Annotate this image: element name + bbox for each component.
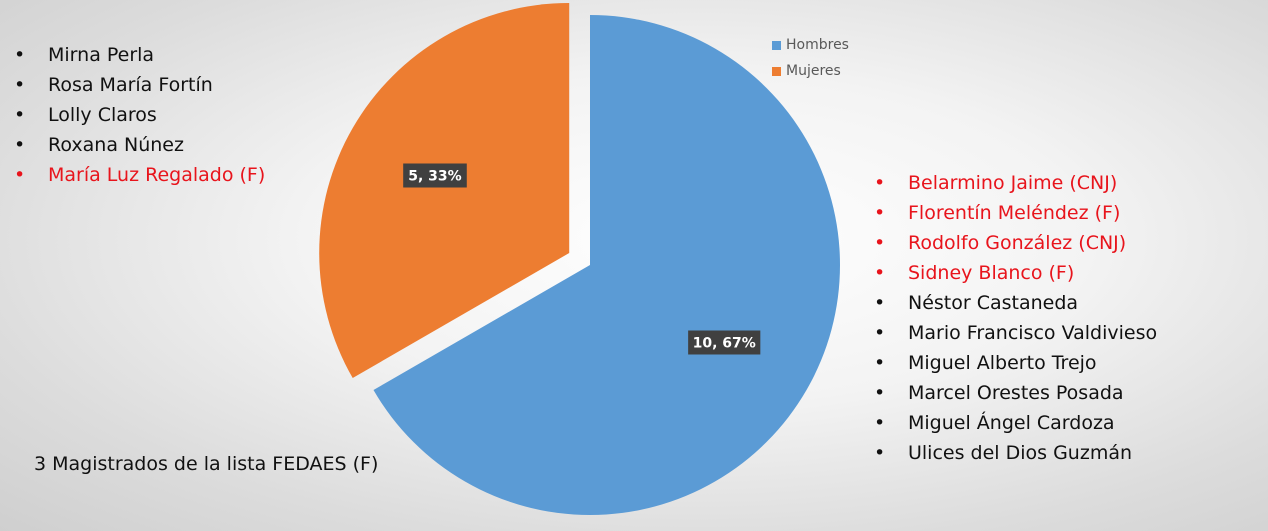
data-label-text-hombres: 10, 67%	[693, 336, 756, 352]
woman-name-2: Lolly Claros	[10, 100, 265, 130]
man-name-1: Florentín Meléndez (F)	[870, 198, 1157, 228]
woman-name-3: Roxana Núnez	[10, 130, 265, 160]
data-label-text-mujeres: 5, 33%	[408, 169, 461, 185]
man-name-9: Ulices del Dios Guzmán	[870, 438, 1157, 468]
data-label-box-hombres	[688, 330, 761, 355]
data-label-box-mujeres	[403, 163, 467, 188]
man-name-7: Marcel Orestes Posada	[870, 378, 1157, 408]
legend-item-hombres: Hombres	[772, 32, 849, 58]
woman-name-1: Rosa María Fortín	[10, 70, 265, 100]
footnote: 3 Magistrados de la lista FEDAES (F)	[34, 453, 379, 475]
women-names-list: Mirna PerlaRosa María FortínLolly Claros…	[10, 40, 265, 190]
chart-legend: Hombres Mujeres	[772, 32, 849, 84]
data-label-mujeres: 5, 33%	[403, 163, 467, 188]
man-name-5: Mario Francisco Valdivieso	[870, 318, 1157, 348]
data-label-hombres: 10, 67%	[688, 330, 761, 355]
legend-swatch-hombres	[772, 40, 781, 50]
man-name-6: Miguel Alberto Trejo	[870, 348, 1157, 378]
man-name-8: Miguel Ángel Cardoza	[870, 408, 1157, 438]
legend-label-mujeres: Mujeres	[786, 63, 841, 79]
man-name-3: Sidney Blanco (F)	[870, 258, 1157, 288]
man-name-0: Belarmino Jaime (CNJ)	[870, 168, 1157, 198]
legend-swatch-mujeres	[772, 66, 781, 76]
legend-item-mujeres: Mujeres	[772, 58, 849, 84]
woman-name-4: María Luz Regalado (F)	[10, 160, 265, 190]
men-names-list: Belarmino Jaime (CNJ)Florentín Meléndez …	[870, 168, 1157, 468]
man-name-4: Néstor Castaneda	[870, 288, 1157, 318]
pie-slice-mujeres	[319, 3, 570, 378]
pie-slice-hombres	[373, 15, 840, 515]
legend-label-hombres: Hombres	[786, 37, 849, 53]
woman-name-0: Mirna Perla	[10, 40, 265, 70]
man-name-2: Rodolfo González (CNJ)	[870, 228, 1157, 258]
